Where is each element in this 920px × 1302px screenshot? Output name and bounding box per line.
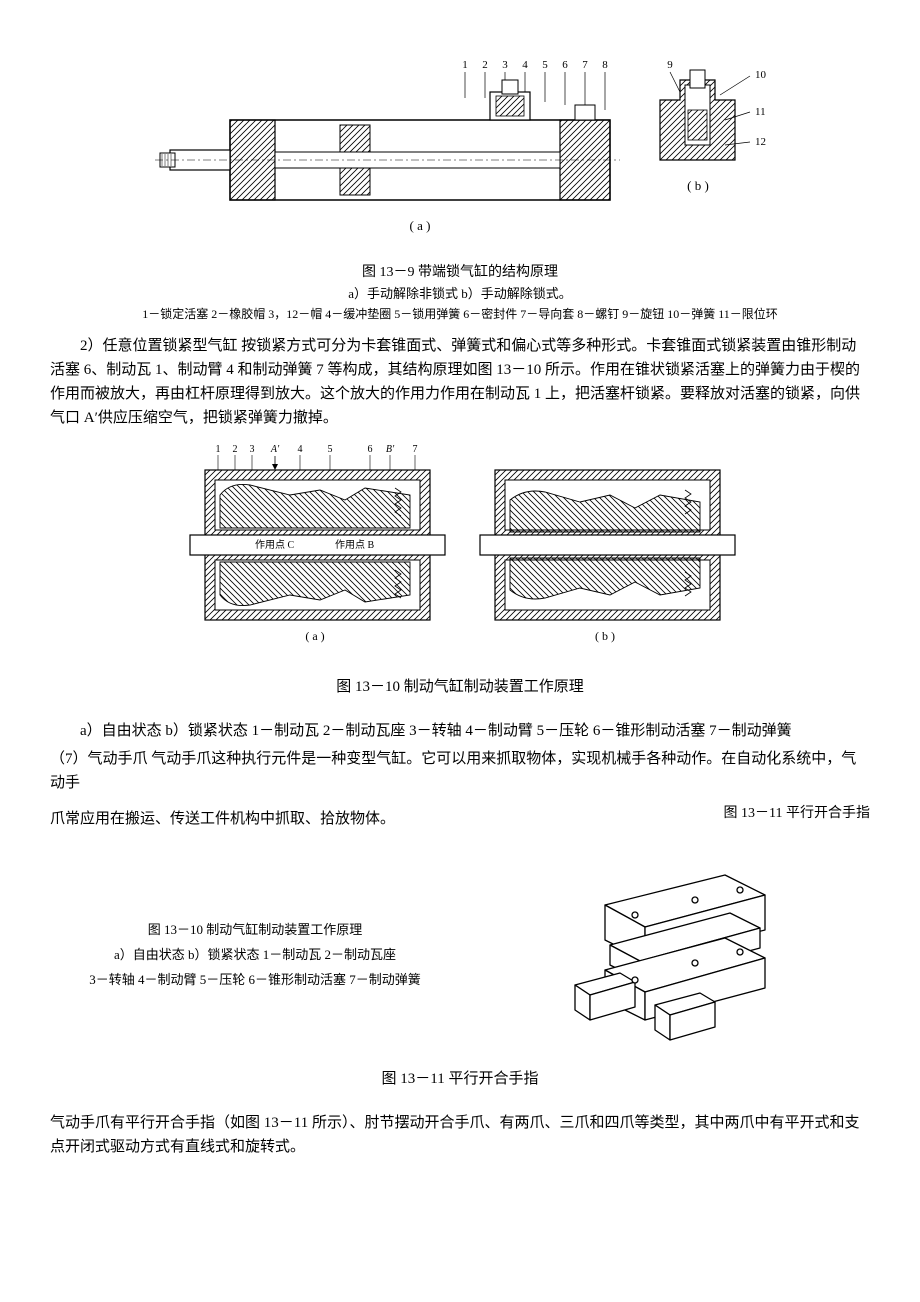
svg-text:( a ): ( a ) bbox=[305, 629, 324, 643]
fig10-repeat-title: 图 13－10 制动气缸制动装置工作原理 bbox=[50, 918, 460, 943]
row-fig10repeat-gripper: 图 13－10 制动气缸制动装置工作原理 a）自由状态 b）锁紧状态 1－制动瓦… bbox=[50, 855, 870, 1055]
svg-text:1: 1 bbox=[462, 59, 468, 71]
svg-text:3: 3 bbox=[502, 59, 508, 71]
svg-text:2: 2 bbox=[233, 444, 238, 455]
svg-text:9: 9 bbox=[667, 59, 673, 71]
figure-13-9: 1 2 3 4 5 6 7 8 bbox=[50, 50, 870, 324]
svg-text:3: 3 bbox=[250, 444, 255, 455]
figure-13-10: 1 2 3 A′ 4 5 6 B′ 7 bbox=[50, 440, 870, 663]
svg-text:7: 7 bbox=[582, 59, 588, 71]
svg-text:( b ): ( b ) bbox=[687, 178, 709, 193]
svg-text:4: 4 bbox=[522, 59, 528, 71]
svg-text:10: 10 bbox=[755, 69, 767, 81]
svg-text:( a ): ( a ) bbox=[410, 218, 431, 233]
figure-13-10-legend: a）自由状态 b）锁紧状态 1－制动瓦 2－制动瓦座 3－转轴 4－制动臂 5－… bbox=[80, 719, 870, 743]
svg-text:1: 1 bbox=[216, 444, 221, 455]
paragraph-7: （7）气动手爪 气动手爪这种执行元件是一种变型气缸。它可以用来抓取物体，实现机械… bbox=[50, 747, 870, 795]
paragraph-2: 2）任意位置锁紧型气缸 按锁紧方式可分为卡套锥面式、弹簧式和偏心式等多种形式。卡… bbox=[50, 334, 870, 430]
svg-text:4: 4 bbox=[298, 444, 303, 455]
figure-13-10-repeat-caption: 图 13－10 制动气缸制动装置工作原理 a）自由状态 b）锁紧状态 1－制动瓦… bbox=[50, 918, 460, 992]
figure-13-9-svg: 1 2 3 4 5 6 7 8 bbox=[140, 50, 780, 250]
fig10-repeat-line2: a）自由状态 b）锁紧状态 1－制动瓦 2－制动瓦座 bbox=[50, 943, 460, 968]
figure-13-11-caption: 图 13－11 平行开合手指 bbox=[50, 1067, 870, 1091]
svg-text:B′: B′ bbox=[386, 444, 395, 455]
svg-text:2: 2 bbox=[482, 59, 488, 71]
svg-text:作用点 B: 作用点 B bbox=[335, 539, 374, 551]
svg-text:5: 5 bbox=[328, 444, 333, 455]
paragraph-last: 气动手爪有平行开合手指（如图 13－11 所示）、肘节摆动开合手爪、有两爪、三爪… bbox=[50, 1111, 870, 1159]
svg-text:( b ): ( b ) bbox=[595, 629, 615, 643]
paragraph-7b: 爪常应用在搬运、传送工件机构中抓取、拾放物体。 bbox=[50, 807, 684, 831]
figure-13-10-svg: 1 2 3 A′ 4 5 6 B′ 7 bbox=[180, 440, 740, 655]
figure-13-9-title: 图 13－9 带端锁气缸的结构原理 bbox=[50, 262, 870, 284]
svg-text:7: 7 bbox=[413, 444, 418, 455]
figure-13-11-inline-label: 图 13－11 平行开合手指 bbox=[684, 803, 870, 825]
svg-text:6: 6 bbox=[562, 59, 568, 71]
figure-13-11-svg bbox=[460, 855, 870, 1055]
svg-text:5: 5 bbox=[542, 59, 548, 71]
svg-text:作用点 C: 作用点 C bbox=[255, 539, 294, 551]
fig10-repeat-line3: 3－转轴 4－制动臂 5－压轮 6－锥形制动活塞 7－制动弹簧 bbox=[50, 968, 460, 993]
figure-13-10-title: 图 13－10 制动气缸制动装置工作原理 bbox=[50, 675, 870, 699]
figure-13-9-subtitle: a）手动解除非锁式 b）手动解除锁式。 bbox=[50, 284, 870, 305]
svg-text:6: 6 bbox=[368, 444, 373, 455]
svg-text:8: 8 bbox=[602, 59, 608, 71]
figure-13-9-legend: 1－锁定活塞 2－橡胶帽 3，12－帽 4－缓冲垫圈 5－锁用弹簧 6－密封件 … bbox=[50, 305, 870, 324]
svg-text:11: 11 bbox=[755, 106, 766, 118]
svg-text:A′: A′ bbox=[270, 444, 280, 455]
row-para7b-fig11label: 爪常应用在搬运、传送工件机构中抓取、拾放物体。 图 13－11 平行开合手指 bbox=[50, 803, 870, 835]
svg-text:12: 12 bbox=[755, 136, 766, 148]
